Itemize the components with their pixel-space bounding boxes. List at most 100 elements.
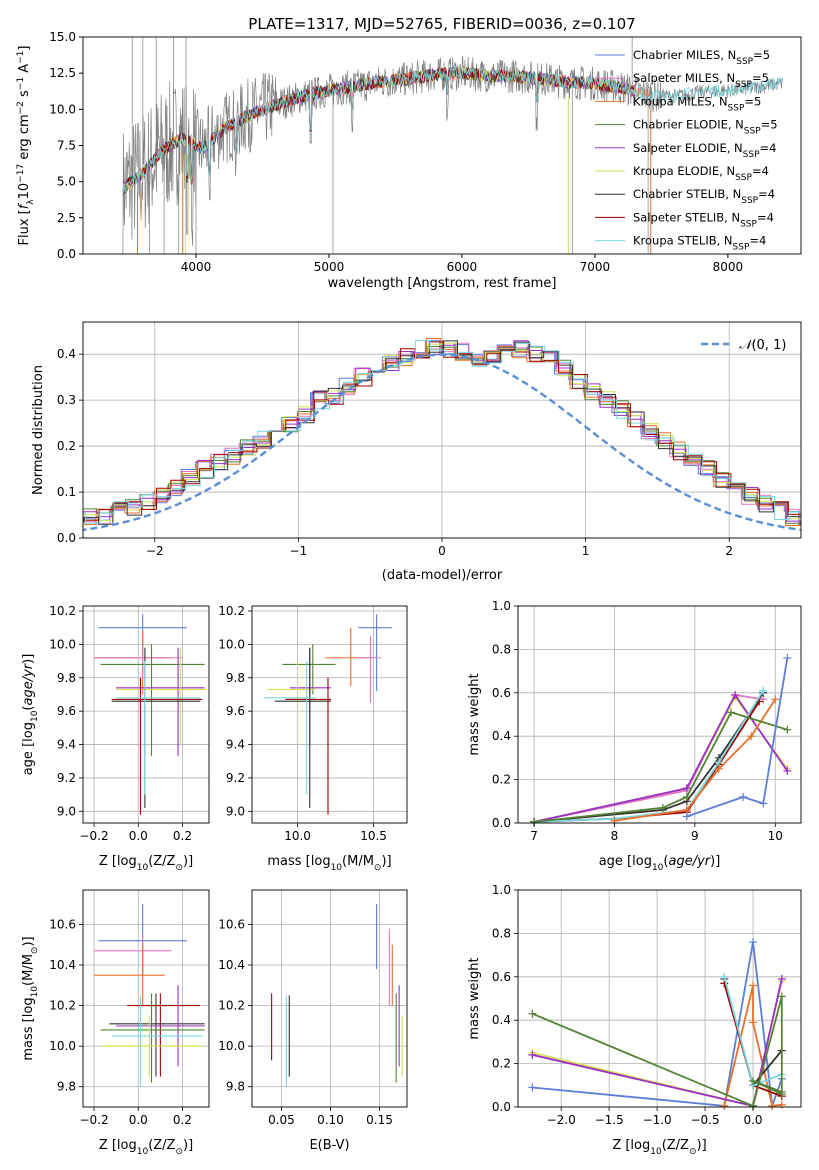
weight-series-line — [686, 657, 789, 818]
axes-frame — [82, 605, 210, 824]
mass_vs_Z-panel: −0.2 0.0 0.2 9.8 10.0 10.2 10.4 10.6 Z [log10(Z/… — [21, 889, 210, 1157]
x-axis-label: mass [log10(M/M⊙)] — [267, 854, 391, 873]
y-tick-label: 10.0 — [218, 637, 245, 651]
y-tick-label: 9.8 — [226, 671, 245, 685]
x-tick-label: 2 — [725, 544, 733, 558]
x-tick-label: 5000 — [314, 260, 345, 274]
y-tick-label: 0.0 — [57, 531, 76, 545]
x-tick-label: 0.15 — [366, 1113, 393, 1127]
mass_vs_EBV-panel: 0.05 0.10 0.15 9.8 10.0 10.2 10.4 10.6 E(B-V) — [218, 889, 408, 1153]
x-tick-label: 0 — [438, 544, 446, 558]
y-tick-label: 9.8 — [57, 1080, 76, 1094]
x-tick-label: 9 — [691, 829, 699, 843]
y-tick-label: 9.0 — [57, 804, 76, 818]
y-tick-label: 10.2 — [218, 604, 245, 618]
x-tick-label: −1.0 — [643, 1113, 672, 1127]
y-tick-label: 0.2 — [492, 1057, 511, 1071]
x-tick-label: 0.05 — [268, 1113, 295, 1127]
y-tick-label: 10.0 — [49, 1039, 76, 1053]
x-tick-label: 4000 — [181, 260, 212, 274]
observed-spectrum-line — [122, 55, 783, 254]
residuals-panel: −2 −1 0 1 2 0.0 0.1 0.2 0.3 0.4 (data-model)/error… — [31, 321, 802, 583]
y-axis-label: mass weight — [467, 957, 482, 1039]
y-tick-label: 10.4 — [49, 958, 76, 972]
x-axis-label: Z [log10(Z/Z⊙)] — [612, 1138, 706, 1157]
weight_vs_age-panel: 7 8 9 10 0.0 0.2 0.4 0.6 0.8 1.0 age [log10(age/yr… — [467, 599, 802, 873]
axes-frame — [251, 889, 408, 1108]
y-tick-label: 0.0 — [492, 1100, 511, 1114]
y-tick-label: 12.5 — [49, 66, 76, 80]
y-tick-label: 9.2 — [226, 771, 245, 785]
x-tick-label: −0.5 — [690, 1113, 719, 1127]
x-tick-label: −0.2 — [79, 829, 108, 843]
x-tick-label: −2 — [146, 544, 164, 558]
x-axis-label: Z [log10(Z/Z⊙)] — [99, 854, 193, 873]
y-tick-label: 9.8 — [226, 1080, 245, 1094]
weight_vs_Z-panel: −2.0 −1.5 −1.0 −0.5 0.0 0.0 0.2 0.4 0.6 0.8 1.0 Z [… — [467, 883, 802, 1157]
y-tick-label: 0.8 — [492, 642, 511, 656]
x-tick-label: 0.0 — [743, 1113, 762, 1127]
legend-label: Chabrier MILES, NSSP=5 — [633, 48, 770, 67]
y-tick-label: 9.4 — [57, 738, 76, 752]
y-tick-label: 0.4 — [492, 729, 511, 743]
y-axis-label: age [log10(age/yr)] — [21, 654, 40, 776]
y-tick-label: 9.6 — [226, 704, 245, 718]
legend-label: Kroupa STELIB, NSSP=4 — [633, 234, 766, 253]
weight-series-line — [533, 693, 789, 823]
y-tick-label: 10.0 — [49, 102, 76, 116]
x-tick-label: −0.2 — [79, 1113, 108, 1127]
y-tick-label: 0.1 — [57, 485, 76, 499]
age_vs_mass-panel: 10.0 10.5 9.0 9.2 9.4 9.6 9.8 10.0 10.2 mass [log… — [218, 604, 408, 873]
y-tick-label: 0.0 — [57, 247, 76, 261]
y-tick-label: 1.0 — [492, 599, 511, 613]
legend-label: Salpeter STELIB, NSSP=4 — [633, 210, 774, 229]
histogram-step-line — [83, 340, 801, 525]
weight-series-line — [532, 996, 783, 1108]
y-tick-label: 10.2 — [49, 604, 76, 618]
x-tick-label: 0.2 — [173, 1113, 192, 1127]
x-tick-label: 7000 — [580, 260, 611, 274]
y-tick-label: 0.3 — [57, 393, 76, 407]
x-axis-label: E(B-V) — [309, 1138, 349, 1153]
legend-label: Chabrier ELODIE, NSSP=5 — [633, 118, 778, 137]
axes-frame — [251, 605, 408, 824]
x-tick-label: 0.2 — [173, 829, 192, 843]
gaussian-curve — [83, 353, 801, 532]
spectrum-panel: PLATE=1317, MJD=52765, FIBERID=0036, z=0… — [16, 15, 802, 291]
histogram-step-line — [83, 339, 801, 524]
y-axis-label: mass [log10(M/M⊙)] — [21, 936, 40, 1060]
legend-label: Kroupa MILES, NSSP=5 — [633, 94, 761, 113]
x-tick-label: 6000 — [447, 260, 478, 274]
y-tick-label: 0.2 — [492, 773, 511, 787]
x-tick-label: −1 — [290, 544, 308, 558]
legend-label: Chabrier STELIB, NSSP=4 — [633, 187, 775, 206]
y-tick-label: 0.6 — [492, 686, 511, 700]
x-tick-label: −2.0 — [547, 1113, 576, 1127]
y-tick-label: 0.4 — [492, 1013, 511, 1027]
y-tick-label: 10.6 — [218, 917, 245, 931]
histogram-step-line — [83, 346, 801, 524]
y-tick-label: 0.6 — [492, 970, 511, 984]
spectrum-plot — [122, 37, 783, 254]
y-axis-label: Normed distribution — [31, 365, 46, 495]
x-tick-label: 8 — [611, 829, 619, 843]
x-tick-label: −1.5 — [595, 1113, 624, 1127]
x-tick-label: 0.0 — [129, 829, 148, 843]
x-tick-label: 7 — [530, 829, 538, 843]
y-tick-label: 0.0 — [492, 816, 511, 830]
x-tick-label: 0.0 — [129, 1113, 148, 1127]
y-axis-label: mass weight — [467, 673, 482, 755]
y-tick-label: 10.2 — [218, 999, 245, 1013]
y-axis-label: Flux [fλ10−17 erg cm−2 s−1 A−1] — [16, 46, 36, 246]
x-axis-label: wavelength [Angstrom, rest frame] — [328, 276, 557, 291]
x-tick-label: 10 — [768, 829, 783, 843]
y-tick-label: 10.6 — [49, 917, 76, 931]
x-axis-label: (data-model)/error — [382, 568, 503, 583]
y-tick-label: 9.6 — [57, 704, 76, 718]
axes-frame — [517, 605, 802, 824]
y-tick-label: 10.4 — [218, 958, 245, 972]
age_vs_Z-panel: −0.2 0.0 0.2 9.0 9.2 9.4 9.6 9.8 10.0 10.2 Z [log1… — [21, 604, 210, 873]
chart-title: PLATE=1317, MJD=52765, FIBERID=0036, z=0… — [248, 15, 635, 33]
y-tick-label: 5.0 — [57, 175, 76, 189]
x-axis-label: age [log10(age/yr)] — [599, 854, 721, 873]
